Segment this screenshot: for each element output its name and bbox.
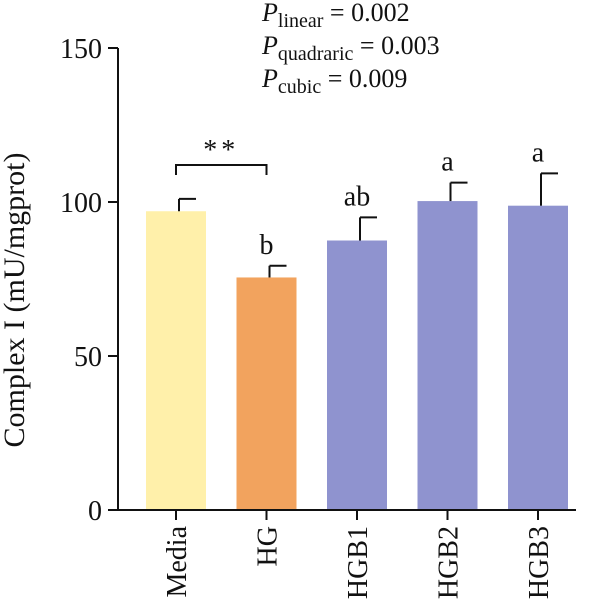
significance-bracket [175, 164, 268, 176]
significance-letter: a [532, 137, 545, 168]
stat-subscript: quadraric [278, 43, 354, 65]
y-tick-label: 50 [74, 342, 102, 373]
y-axis: 0 50 100 150 [60, 34, 119, 527]
bar [417, 201, 478, 511]
y-tick-label: 100 [60, 188, 102, 219]
stat-subscript: linear [278, 10, 324, 32]
bar [146, 211, 206, 511]
x-tick-label: HGB3 [524, 526, 555, 599]
x-tick-label: HGB1 [343, 526, 374, 599]
x-tick-label: Media [162, 525, 193, 597]
significance-letter: ab [344, 181, 370, 212]
stat-value: = 0.002 [323, 0, 409, 27]
y-tick-label: 0 [88, 496, 102, 527]
significance-annotation: ** [175, 135, 268, 176]
stat-line: Plinear = 0.002 [261, 0, 410, 32]
y-axis-label: Complex I (mU/mgprot) [0, 153, 31, 448]
stat-symbol: P [261, 64, 278, 93]
stat-subscript: cubic [278, 76, 321, 98]
stat-value: = 0.003 [353, 31, 439, 60]
significance-letter: a [441, 147, 454, 178]
x-tick-label: HG [253, 526, 284, 566]
x-axis: Media HG HGB1 HGB2 HGB3 [108, 509, 576, 599]
significance-stars: ** [203, 135, 239, 166]
stat-line: Pcubic = 0.009 [261, 64, 407, 98]
stat-value: = 0.009 [321, 64, 407, 93]
stat-symbol: P [261, 0, 278, 27]
x-tick-label: HGB2 [434, 526, 465, 599]
bar [236, 277, 297, 510]
bar [327, 240, 387, 510]
significance-letter: b [260, 230, 274, 261]
y-tick-label: 150 [60, 34, 102, 65]
bars: b ab a a [146, 137, 568, 511]
stat-line: Pquadraric = 0.003 [261, 31, 440, 65]
bar [508, 205, 568, 511]
stat-symbol: P [261, 31, 278, 60]
